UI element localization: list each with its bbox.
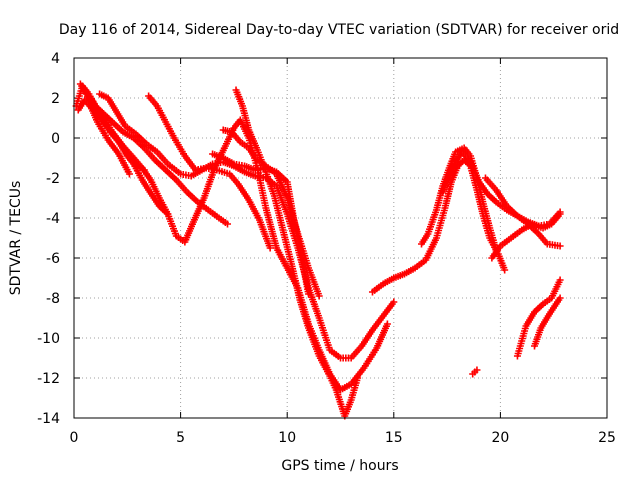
series-track-18 <box>531 294 564 350</box>
series-track-15 <box>481 174 564 230</box>
y-tick-label-5: -4 <box>46 211 60 227</box>
x-tick-label-1: 5 <box>176 430 185 446</box>
y-tick-label-0: -14 <box>37 411 60 427</box>
y-axis-label: SDTVAR / TECUs <box>8 181 24 296</box>
point-track-1-16-0 <box>224 220 232 228</box>
series-track-2 <box>74 96 391 394</box>
data-series <box>72 80 564 420</box>
chart-title: Day 116 of 2014, Sidereal Day-to-day VTE… <box>59 22 619 38</box>
y-tick-label-1: -12 <box>37 371 60 387</box>
y-tick-label-6: -2 <box>46 171 60 187</box>
x-tick-label-5: 25 <box>598 430 616 446</box>
plot-frame <box>73 57 608 419</box>
point-track-9-10-0 <box>315 292 323 300</box>
y-tick-label-2: -10 <box>37 331 60 347</box>
y-tick-label-9: 4 <box>51 51 60 67</box>
x-axis-label: GPS time / hours <box>281 458 398 474</box>
series-track-4 <box>81 86 172 218</box>
point-track-6-28-0 <box>390 298 398 306</box>
x-tick-label-4: 20 <box>491 430 509 446</box>
y-tick-label-8: 2 <box>51 91 60 107</box>
point-track-4-10-0 <box>164 210 172 218</box>
series-track-10 <box>232 86 362 420</box>
grid-lines <box>74 58 607 418</box>
y-tick-label-3: -8 <box>46 291 60 307</box>
point-track-15-7-0 <box>556 208 564 216</box>
point-track-13-13-0 <box>556 242 564 250</box>
series-track-17 <box>513 276 564 360</box>
x-tick-label-2: 10 <box>278 430 296 446</box>
point-track-8-10-0 <box>305 290 313 298</box>
point-track-11-16-0 <box>501 266 509 274</box>
y-tick-label-7: 0 <box>51 131 60 147</box>
point-track-17-5-0 <box>556 276 564 284</box>
point-track-18-3-0 <box>556 294 564 302</box>
point-track-2-32-0 <box>383 320 391 328</box>
point-track-16-1-0 <box>473 366 481 374</box>
point-track-3-7-0 <box>140 166 148 174</box>
axis-ticks: 0 5 10 15 20 25 -14 -12 -10 -8 -6 -4 -2 0 2 4 <box>37 51 616 446</box>
point-track-10-15-0 <box>354 374 362 382</box>
y-tick-label-4: -6 <box>46 251 60 267</box>
series-track-5 <box>85 98 133 178</box>
series-track-7 <box>145 92 274 252</box>
series-track-6 <box>96 90 398 362</box>
series-track-16 <box>469 366 481 378</box>
point-track-5-4-0 <box>125 170 133 178</box>
point-track-7-12-0 <box>266 244 274 252</box>
x-tick-label-0: 0 <box>70 430 79 446</box>
x-tick-label-3: 15 <box>385 430 403 446</box>
